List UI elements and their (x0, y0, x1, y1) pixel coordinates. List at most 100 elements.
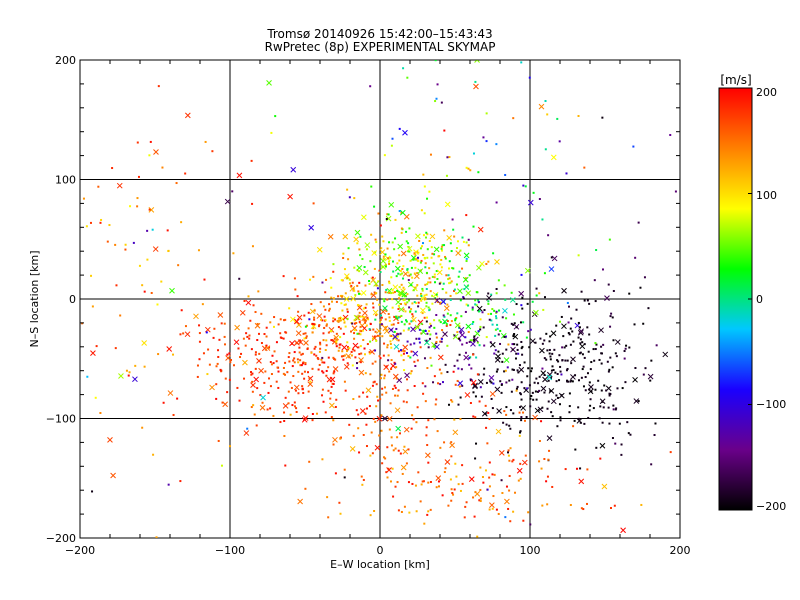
data-point (402, 277, 405, 280)
data-point (453, 235, 456, 238)
data-point (464, 351, 467, 354)
data-point (254, 353, 257, 356)
data-point (265, 326, 268, 329)
data-point (416, 250, 419, 253)
data-point (513, 333, 516, 336)
data-point-cross (457, 288, 463, 294)
data-point (389, 334, 392, 337)
data-point (571, 380, 574, 383)
data-point (380, 373, 383, 376)
data-point (567, 332, 570, 335)
data-point (353, 266, 356, 269)
data-point (441, 494, 444, 497)
data-point (476, 535, 479, 538)
data-point (433, 319, 436, 322)
data-point-cross (365, 387, 372, 394)
data-point (406, 293, 409, 296)
data-point (504, 173, 507, 176)
data-point (446, 371, 449, 374)
data-point (362, 391, 365, 394)
data-point (385, 217, 388, 220)
data-point (346, 310, 349, 313)
data-point-cross (406, 245, 413, 252)
data-point (238, 399, 241, 402)
data-point (429, 290, 432, 293)
data-point (301, 385, 304, 388)
data-point (452, 370, 455, 373)
data-point (547, 400, 550, 403)
data-point (444, 467, 447, 470)
data-point-cross (473, 83, 479, 90)
data-point (254, 367, 257, 370)
data-point (197, 249, 200, 252)
data-point (414, 253, 417, 256)
data-point (246, 427, 249, 430)
data-point (434, 403, 437, 406)
data-point (295, 410, 298, 413)
data-point (532, 191, 535, 194)
data-point (522, 519, 525, 522)
data-point-cross (479, 260, 485, 267)
data-point (495, 292, 498, 295)
data-point (444, 257, 447, 260)
data-point (338, 317, 341, 320)
data-point (382, 257, 385, 260)
data-point (440, 340, 443, 343)
data-point-cross (540, 370, 547, 376)
data-point (374, 238, 377, 241)
data-point (521, 307, 524, 310)
data-point (128, 371, 131, 374)
colorbar-tick-label: −200 (756, 500, 786, 513)
data-point (477, 299, 480, 302)
data-point-cross (372, 309, 379, 316)
data-point (95, 345, 98, 348)
data-point (579, 467, 582, 470)
data-point (600, 345, 603, 348)
data-point (547, 234, 550, 237)
data-point (314, 345, 317, 348)
data-point (450, 399, 453, 402)
data-point-cross (435, 475, 442, 482)
data-point-cross (489, 341, 496, 348)
data-point (423, 257, 426, 260)
data-point (426, 444, 429, 447)
data-point (298, 351, 301, 354)
data-point (332, 263, 335, 266)
data-point (479, 318, 482, 321)
x-tick-label: −100 (215, 544, 245, 557)
data-point (220, 370, 223, 373)
data-point-cross (463, 252, 470, 259)
data-point (327, 366, 330, 369)
data-point (97, 185, 100, 188)
data-point (333, 370, 336, 373)
data-point (424, 385, 427, 388)
data-point (288, 307, 291, 310)
data-point (470, 367, 473, 370)
data-point-cross (400, 250, 407, 257)
data-point (612, 408, 615, 411)
data-point-cross (442, 331, 448, 337)
data-point (440, 337, 443, 340)
data-point (374, 330, 377, 333)
data-point (413, 301, 416, 304)
data-point-cross (424, 339, 430, 346)
data-point-cross (90, 350, 96, 356)
data-point (397, 291, 400, 294)
data-point (425, 301, 428, 304)
data-point (220, 322, 223, 325)
data-point (293, 277, 296, 280)
data-point (589, 404, 592, 407)
data-point (232, 252, 235, 255)
data-point (332, 419, 335, 422)
data-point (413, 385, 416, 388)
data-point (384, 253, 387, 256)
data-point (472, 152, 475, 155)
data-point (315, 412, 318, 415)
data-point (545, 480, 548, 483)
data-point (138, 264, 141, 267)
data-point (435, 336, 438, 339)
data-point (149, 140, 152, 143)
data-point (455, 475, 458, 478)
data-point (413, 272, 416, 275)
data-point (426, 367, 429, 370)
